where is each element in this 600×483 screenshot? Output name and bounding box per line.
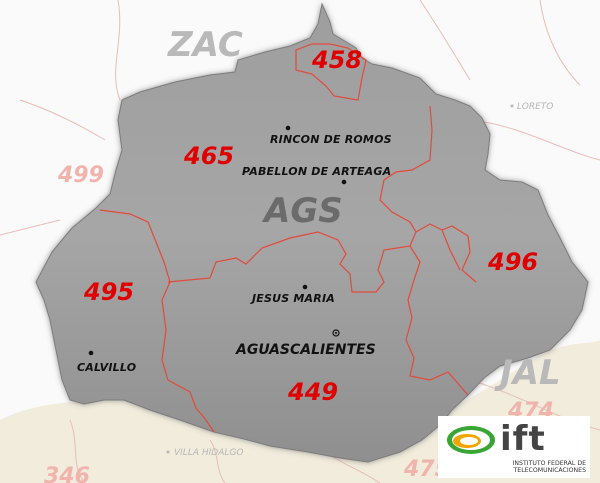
city-label-rincon: RINCON DE ROMOS [270, 133, 392, 146]
city-capital-marker-aguascalientes [332, 329, 340, 337]
city-capital-marker-center [335, 332, 337, 334]
city-dot-jesus-maria [302, 284, 308, 290]
city-label-calvillo: CALVILLO [77, 361, 136, 374]
state-label-jal: JAL [494, 353, 561, 393]
city-label-pabellon: PABELLON DE ARTEAGA [242, 165, 391, 178]
state-label-zac: ZAC [167, 25, 243, 65]
city-dot-rincon [285, 125, 291, 131]
city-dot-villa-hidalgo [166, 450, 170, 454]
area-code-495: 495 [83, 278, 134, 306]
ift-logo-text: ift [500, 419, 546, 459]
city-label-villa-hidalgo: VILLA HIDALGO [174, 448, 243, 458]
ift-logo-subtitle: INSTITUTO FEDERAL DE TELECOMUNICACIONES [452, 460, 586, 474]
area-code-449: 449 [287, 378, 338, 406]
city-dot-calvillo [88, 350, 94, 356]
area-code-499: 499 [57, 163, 104, 188]
city-label-jesus-maria: JESUS MARIA [250, 292, 335, 305]
area-code-465: 465 [183, 142, 234, 170]
city-label-loreto: LORETO [517, 102, 553, 112]
state-label-ags: AGS [261, 191, 343, 231]
area-code-496: 496 [487, 248, 538, 276]
ift-logo: ift INSTITUTO FEDERAL DE TELECOMUNICACIO… [438, 416, 590, 478]
ift-logo-line1: INSTITUTO FEDERAL DE [512, 460, 586, 467]
area-code-458: 458 [311, 46, 362, 74]
city-label-aguascalientes: AGUASCALIENTES [235, 342, 376, 358]
area-code-boundaries [99, 43, 477, 433]
city-dot-pabellon [341, 179, 347, 185]
area-code-346: 346 [44, 464, 90, 483]
ift-emblem-icon [447, 426, 495, 454]
city-dot-loreto [510, 104, 514, 108]
ift-logo-line2: TELECOMUNICACIONES [513, 467, 586, 474]
